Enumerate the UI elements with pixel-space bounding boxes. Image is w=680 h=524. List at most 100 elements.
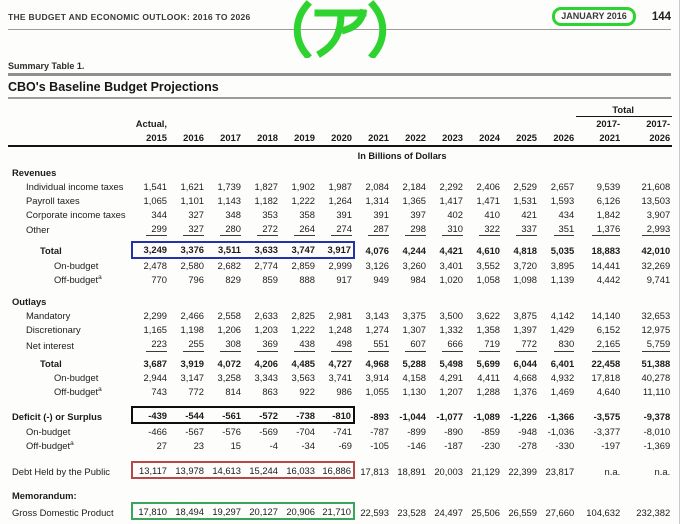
row-label: On-budget xyxy=(54,260,99,271)
value-cell: -9,378 xyxy=(643,410,671,422)
row-label: Off-budgeta xyxy=(54,385,102,397)
value-cell: 298 xyxy=(391,221,428,237)
value-cell: 4,610 xyxy=(476,245,500,256)
value-cell: 232,382 xyxy=(636,506,671,518)
spacer-cell xyxy=(8,478,672,488)
spacer-cell xyxy=(8,452,672,462)
header-actual-row: Actual, 2017- 2017- xyxy=(8,116,672,131)
value-cell: 4,818 xyxy=(513,245,537,256)
value-cell: 607 xyxy=(391,337,428,353)
value-cell: 772 xyxy=(502,337,539,353)
spacer-cell xyxy=(8,130,132,147)
value-cell: 274 xyxy=(317,221,354,237)
value-cell: 18,891 xyxy=(397,465,426,477)
value-cell: 1,429 xyxy=(550,324,575,335)
table-row-off-budget: Off-budgeta 770 796 829 859 888 917 949 984 1,020… xyxy=(8,273,672,287)
value-cell: -3,377 xyxy=(593,425,621,437)
table-row-off-budget: Off-budgeta 27 23 15 -4 -34 -69 -105 -146 -187 -23… xyxy=(8,438,672,452)
value-cell: 1,058 xyxy=(476,274,500,285)
value-cell: 327 xyxy=(169,221,206,237)
value-cell: 3,147 xyxy=(180,371,204,383)
year-header: 2025 xyxy=(502,130,539,147)
value-cell: 16,886 xyxy=(317,461,355,479)
value-cell: 4,158 xyxy=(402,371,426,383)
value-cell: 13,503 xyxy=(641,194,671,206)
budget-projections-table: Total Actual, 2017- 2017- 2015 2016 2017 2018 20… xyxy=(8,102,673,520)
value-cell: 26,559 xyxy=(508,506,537,518)
value-cell: 3,741 xyxy=(328,371,352,383)
table-row-deficit-or-surplus: Deficit (-) or Surplus -439 -544 -561 -572 -7… xyxy=(8,406,672,424)
value-cell: 2,682 xyxy=(217,260,241,271)
row-gap xyxy=(8,287,672,295)
table-row-total: Total 3,687 3,919 4,072 4,206 4,485 4,727 4,968… xyxy=(8,356,672,370)
value-cell: -1,369 xyxy=(643,439,671,451)
value-cell: 2,165 xyxy=(576,337,622,353)
value-cell: -810 xyxy=(317,406,355,424)
value-cell: -146 xyxy=(407,439,426,451)
value-cell: -278 xyxy=(518,439,537,451)
value-cell: 2,466 xyxy=(180,310,204,321)
value-cell: 1,098 xyxy=(513,274,537,285)
value-cell: -893 xyxy=(370,410,389,422)
value-cell: 5,699 xyxy=(476,357,500,369)
value-cell: 1,248 xyxy=(328,324,352,335)
table-row-outlays: Outlays xyxy=(8,295,672,309)
value-cell: 949 xyxy=(373,274,389,285)
value-cell: 2,999 xyxy=(328,260,352,271)
value-cell: 3,633 xyxy=(243,240,280,259)
value-cell: 3,500 xyxy=(439,310,463,321)
value-cell: 4,291 xyxy=(439,371,463,383)
table-row-revenues: Revenues xyxy=(8,165,672,179)
value-cell: 2,657 xyxy=(550,180,575,192)
year-header: 2022 xyxy=(391,130,428,147)
value-cell: 4,411 xyxy=(477,371,500,383)
total-col-header: 2021 xyxy=(576,130,623,147)
spacer-cell xyxy=(280,116,317,131)
spacer-cell xyxy=(206,116,243,131)
value-cell: 2,993 xyxy=(622,221,672,237)
value-cell: 308 xyxy=(206,337,243,353)
value-cell: -197 xyxy=(601,439,621,451)
value-cell: 2,084 xyxy=(365,180,389,192)
table-row-memorandum: Memorandum: xyxy=(8,488,672,503)
value-cell: 391 xyxy=(336,208,352,220)
value-cell: -8,010 xyxy=(643,425,671,437)
value-cell: 20,127 xyxy=(243,502,280,520)
value-cell: 1,130 xyxy=(402,385,426,397)
value-cell: 410 xyxy=(484,208,500,220)
value-cell: 14,140 xyxy=(591,310,621,321)
value-cell: 4,640 xyxy=(596,385,621,397)
value-cell: 3,258 xyxy=(217,371,241,383)
year-header: 2020 xyxy=(317,130,354,147)
value-cell: 2,299 xyxy=(143,310,167,321)
value-cell: 1,397 xyxy=(513,324,537,335)
value-cell: 17,810 xyxy=(131,502,169,520)
year-header: 2026 xyxy=(539,130,577,147)
table-row-payroll-taxes: Payroll taxes 1,065 1,101 1,143 1,182 1,222 1,… xyxy=(8,193,672,207)
value-cell: 223 xyxy=(132,337,169,353)
year-header: 2017 xyxy=(206,130,243,147)
value-cell: 922 xyxy=(299,385,315,397)
row-label: Revenues xyxy=(12,166,57,178)
units-row: In Billions of Dollars xyxy=(8,146,672,165)
row-label: Total xyxy=(40,357,62,369)
year-header: 2024 xyxy=(465,130,502,147)
spacer-cell xyxy=(8,102,576,116)
value-cell: 1,365 xyxy=(402,194,426,206)
value-cell: 859 xyxy=(262,274,278,285)
value-cell: -741 xyxy=(333,425,352,437)
value-cell: 24,497 xyxy=(434,506,463,518)
value-cell: 42,010 xyxy=(641,245,671,256)
value-cell: 18,494 xyxy=(169,502,206,520)
value-cell: 358 xyxy=(299,208,315,220)
value-cell: -899 xyxy=(407,425,426,437)
value-cell: 3,375 xyxy=(402,310,426,321)
date-highlight-box: JANUARY 2016 xyxy=(552,7,636,26)
table-row-debt-held-by-the-public: Debt Held by the Public 13,117 13,978 14,61… xyxy=(8,461,672,479)
value-cell: 2,406 xyxy=(476,180,500,192)
value-cell: 1,207 xyxy=(439,385,463,397)
value-cell: 2,580 xyxy=(180,260,204,271)
row-gap xyxy=(8,478,672,488)
value-cell: 310 xyxy=(428,221,465,237)
